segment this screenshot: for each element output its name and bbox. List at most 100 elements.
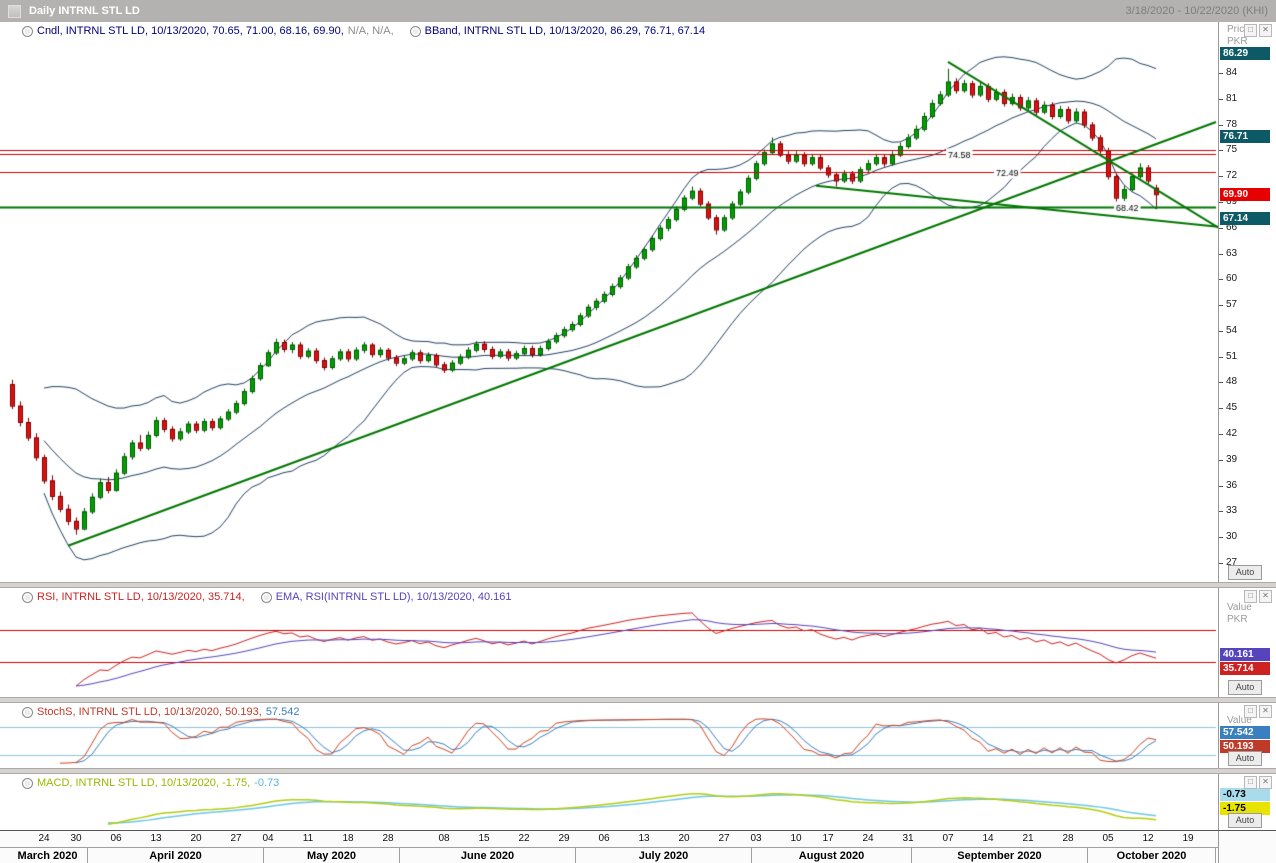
legend-text: N/A, N/A,: [347, 25, 394, 37]
axis-tick-label: 33: [1226, 505, 1238, 516]
legend-toggle-icon[interactable]: [22, 777, 33, 789]
auto-scale-button[interactable]: Auto: [1228, 751, 1262, 766]
macd-legend: MACD, INTRNL STL LD, 10/13/2020, -1.75, …: [22, 777, 279, 789]
axis-tick-mark: [1219, 150, 1223, 151]
auto-scale-button[interactable]: Auto: [1228, 813, 1262, 828]
x-axis-tick-label: 19: [1182, 833, 1194, 844]
legend-item: MACD, INTRNL STL LD, 10/13/2020, -1.75, …: [22, 777, 279, 789]
title-bar: Daily INTRNL STL LD 3/18/2020 - 10/22/20…: [0, 0, 1276, 22]
x-axis-tick-label: 21: [1022, 833, 1034, 844]
value-badge: -0.73: [1220, 788, 1270, 801]
value-badge: 35.714: [1220, 662, 1270, 675]
legend-text: BBand, INTRNL STL LD, 10/13/2020, 86.29,…: [424, 25, 706, 37]
axis-tick-label: 66: [1226, 222, 1238, 233]
month-label: May 2020: [264, 848, 400, 863]
legend-toggle-icon[interactable]: [22, 25, 33, 37]
panel-splitter[interactable]: [0, 697, 1276, 703]
legend-text: Cndl, INTRNL STL LD, 10/13/2020, 70.65, …: [37, 25, 344, 37]
main-chart-canvas[interactable]: [0, 22, 1218, 582]
x-axis-tick-label: 13: [150, 833, 162, 844]
time-axis-month-row: March 2020 April 2020 May 2020 June 2020 Jul…: [0, 847, 1218, 863]
axis-tick-mark: [1219, 202, 1223, 203]
chart-icon: [8, 4, 21, 18]
maximize-panel-button[interactable]: □: [1244, 705, 1257, 718]
x-axis-tick-label: 05: [1102, 833, 1114, 844]
month-label: June 2020: [400, 848, 576, 863]
axis-tick-mark: [1219, 408, 1223, 409]
legend-toggle-icon[interactable]: [22, 591, 33, 603]
axis-tick-mark: [1219, 382, 1223, 383]
axis-tick-label: 60: [1226, 273, 1238, 284]
window-title: Daily INTRNL STL LD: [29, 5, 140, 17]
x-axis-tick-label: 15: [478, 833, 490, 844]
x-axis-tick-label: 28: [1062, 833, 1074, 844]
value-badge: 50.193: [1220, 740, 1270, 753]
x-axis-tick-label: 20: [190, 833, 202, 844]
x-axis-tick-label: 10: [790, 833, 802, 844]
panel-window-buttons: □ ✕: [1244, 24, 1272, 37]
legend-item: EMA, RSI(INTRNL STL LD), 10/13/2020, 40.…: [260, 591, 511, 603]
axis-unit-label: Price: [1227, 24, 1250, 35]
macd-value-axis[interactable]: -0.73 -1.75 Auto: [1218, 774, 1276, 830]
axis-unit-label: Value: [1227, 715, 1252, 726]
close-panel-button[interactable]: ✕: [1259, 590, 1272, 603]
axis-tick-mark: [1219, 99, 1223, 100]
axis-tick-mark: [1219, 486, 1223, 487]
maximize-panel-button[interactable]: □: [1244, 590, 1257, 603]
close-panel-button[interactable]: ✕: [1259, 705, 1272, 718]
legend-toggle-icon[interactable]: [22, 706, 33, 718]
month-label: October 2020: [1088, 848, 1216, 863]
x-axis-tick-label: 14: [982, 833, 994, 844]
axis-tick-mark: [1219, 511, 1223, 512]
axis-tick-label: 69: [1226, 196, 1238, 207]
rsi-value-axis[interactable]: Value PKR 40.161 35.714 Auto: [1218, 588, 1276, 697]
close-panel-button[interactable]: ✕: [1259, 24, 1272, 37]
x-axis-tick-label: 20: [678, 833, 690, 844]
rsi-canvas[interactable]: [0, 588, 1218, 697]
axis-unit-label: PKR: [1227, 36, 1248, 47]
month-label: April 2020: [88, 848, 264, 863]
legend-item: StochS, INTRNL STL LD, 10/13/2020, 50.19…: [22, 706, 299, 718]
legend-item: BBand, INTRNL STL LD, 10/13/2020, 86.29,…: [409, 25, 706, 37]
x-axis-tick-label: 03: [750, 833, 762, 844]
axis-tick-label: 48: [1226, 376, 1238, 387]
auto-scale-button[interactable]: Auto: [1228, 680, 1262, 695]
panel-splitter[interactable]: [0, 582, 1276, 588]
legend-toggle-icon[interactable]: [260, 591, 272, 603]
month-label: July 2020: [576, 848, 752, 863]
price-axis[interactable]: Price PKR 84 81 78 75 72 69 66 63 60 57 54 51 48 45 42 39…: [1218, 22, 1276, 582]
date-range-label: 3/18/2020 - 10/22/2020 (KHI): [1125, 5, 1268, 17]
axis-tick-label: 72: [1226, 170, 1238, 181]
axis-tick-label: 84: [1226, 67, 1238, 78]
time-axis-day-row: 24 30 06 13 20 27 04 11 18 28 08 15 22 29 06 13 20 27 03 10…: [0, 831, 1218, 847]
x-axis-tick-label: 27: [230, 833, 242, 844]
auto-scale-button[interactable]: Auto: [1228, 565, 1262, 580]
time-axis-corner: [1218, 831, 1276, 863]
legend-item: RSI, INTRNL STL LD, 10/13/2020, 35.714,: [22, 591, 245, 603]
legend-toggle-icon[interactable]: [409, 25, 421, 37]
x-axis-tick-label: 28: [382, 833, 394, 844]
legend-text: -0.73: [254, 777, 280, 789]
time-axis[interactable]: 24 30 06 13 20 27 04 11 18 28 08 15 22 29 06 13 20 27 03 10…: [0, 830, 1276, 863]
axis-unit-label: Value: [1227, 602, 1252, 613]
x-axis-tick-label: 29: [558, 833, 570, 844]
axis-tick-mark: [1219, 563, 1223, 564]
close-panel-button[interactable]: ✕: [1259, 776, 1272, 789]
axis-tick-label: 42: [1226, 428, 1238, 439]
month-label: August 2020: [752, 848, 912, 863]
stochastic-canvas[interactable]: [0, 703, 1218, 768]
axis-tick-mark: [1219, 125, 1223, 126]
maximize-panel-button[interactable]: □: [1244, 24, 1257, 37]
x-axis-tick-label: 13: [638, 833, 650, 844]
macd-panel: MACD, INTRNL STL LD, 10/13/2020, -1.75, …: [0, 774, 1276, 830]
month-label: March 2020: [8, 848, 88, 863]
axis-tick-label: 75: [1226, 144, 1238, 155]
axis-tick-mark: [1219, 460, 1223, 461]
legend-text: StochS, INTRNL STL LD, 10/13/2020, 50.19…: [37, 706, 262, 718]
panel-splitter[interactable]: [0, 768, 1276, 774]
macd-canvas[interactable]: [0, 774, 1218, 830]
axis-tick-mark: [1219, 176, 1223, 177]
value-badge: 86.29: [1220, 47, 1270, 60]
maximize-panel-button[interactable]: □: [1244, 776, 1257, 789]
x-axis-tick-label: 11: [302, 833, 314, 844]
